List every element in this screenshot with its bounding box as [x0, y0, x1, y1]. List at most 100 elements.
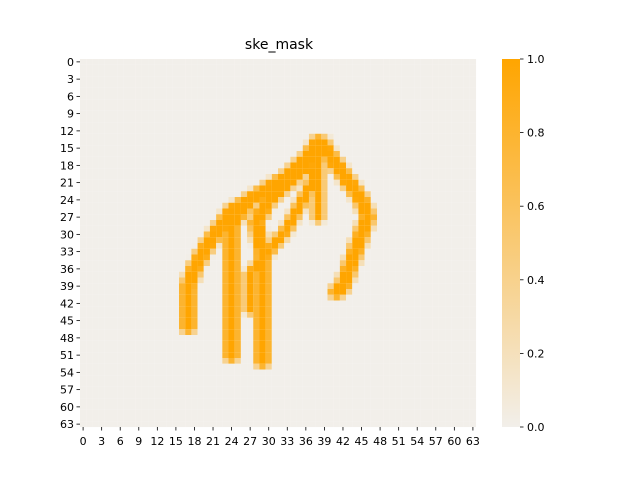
heatmap-cell	[234, 312, 241, 318]
heatmap-cell	[148, 409, 155, 416]
heatmap-cell	[166, 260, 173, 267]
heatmap-cell	[432, 404, 439, 410]
heatmap-cell	[426, 202, 433, 209]
heatmap-cell	[197, 133, 204, 140]
heatmap-cell	[172, 87, 180, 94]
heatmap-cell	[438, 110, 446, 117]
heatmap-cell	[469, 185, 477, 192]
heatmap-cell	[154, 369, 161, 376]
heatmap-cell	[203, 306, 210, 313]
heatmap-cell	[315, 277, 322, 284]
heatmap-cell	[92, 214, 99, 221]
heatmap-cell	[432, 317, 439, 324]
heatmap-cell	[389, 191, 396, 198]
heatmap-cell	[240, 133, 248, 140]
heatmap-cell	[135, 375, 142, 382]
heatmap-cell	[197, 289, 204, 295]
heatmap-cell	[247, 317, 254, 324]
heatmap-cell	[185, 283, 192, 290]
heatmap-cell	[265, 300, 272, 307]
heatmap-cell	[185, 248, 192, 255]
heatmap-cell	[364, 243, 371, 249]
heatmap-cell	[414, 82, 421, 88]
heatmap-cell	[265, 99, 272, 106]
heatmap-cell	[80, 82, 87, 88]
heatmap-cell	[104, 231, 111, 238]
heatmap-cell	[290, 340, 297, 347]
heatmap-cell	[290, 381, 297, 387]
heatmap-cell	[451, 110, 458, 117]
heatmap-cell	[296, 99, 303, 106]
heatmap-cell	[104, 87, 111, 94]
heatmap-cell	[383, 271, 390, 278]
heatmap-cell	[315, 139, 322, 146]
heatmap-cell	[86, 179, 93, 186]
heatmap-cell	[234, 335, 241, 341]
heatmap-cell	[247, 220, 254, 226]
heatmap-cell	[141, 145, 149, 152]
heatmap-cell	[110, 381, 118, 387]
heatmap-cell	[420, 398, 427, 405]
heatmap-cell	[284, 260, 291, 267]
heatmap-cell	[414, 116, 421, 123]
heatmap-cell	[438, 421, 446, 428]
heatmap-cell	[228, 271, 235, 278]
heatmap-cell	[284, 122, 291, 129]
heatmap-cell	[358, 128, 365, 134]
heatmap-cell	[271, 59, 279, 65]
heatmap-cell	[141, 168, 149, 175]
heatmap-cell	[315, 179, 322, 186]
heatmap-cell	[172, 197, 180, 203]
heatmap-cell	[191, 381, 198, 387]
heatmap-cell	[346, 312, 353, 318]
heatmap-cell	[364, 271, 371, 278]
heatmap-cell	[216, 185, 223, 192]
heatmap-cell	[302, 300, 309, 307]
heatmap-cell	[271, 352, 279, 359]
heatmap-cell	[364, 409, 371, 416]
heatmap-cell	[327, 87, 334, 94]
heatmap-cell	[92, 421, 99, 428]
heatmap-cell	[259, 122, 266, 129]
heatmap-cell	[253, 105, 260, 111]
heatmap-cell	[129, 358, 136, 364]
heatmap-cell	[364, 312, 371, 318]
heatmap-cell	[104, 306, 111, 313]
heatmap-cell	[395, 243, 402, 249]
heatmap-cell	[358, 260, 365, 267]
heatmap-cell	[154, 317, 161, 324]
heatmap-cell	[284, 352, 291, 359]
heatmap-cell	[420, 208, 427, 215]
heatmap-cell	[234, 392, 241, 399]
heatmap-cell	[240, 197, 248, 203]
heatmap-cell	[445, 122, 452, 129]
heatmap-cell	[451, 306, 458, 313]
heatmap-cell	[284, 116, 291, 123]
heatmap-cell	[327, 179, 334, 186]
heatmap-cell	[197, 162, 204, 169]
heatmap-cell	[445, 266, 452, 272]
heatmap-cell	[123, 145, 130, 152]
heatmap-cell	[240, 168, 248, 175]
heatmap-cell	[358, 174, 365, 180]
heatmap-cell	[469, 162, 477, 169]
heatmap-cell	[401, 266, 408, 272]
heatmap-cell	[358, 277, 365, 284]
heatmap-cell	[401, 237, 408, 244]
heatmap-cell	[451, 415, 458, 422]
heatmap-cell	[240, 375, 248, 382]
heatmap-cell	[129, 122, 136, 129]
heatmap-cell	[92, 105, 99, 111]
heatmap-cell	[216, 225, 223, 232]
heatmap-cell	[247, 151, 254, 157]
heatmap-cell	[284, 156, 291, 163]
heatmap-cell	[141, 70, 149, 77]
heatmap-cell	[110, 168, 118, 175]
heatmap-cell	[234, 243, 241, 249]
heatmap-cell	[203, 237, 210, 244]
heatmap-cell	[203, 335, 210, 341]
heatmap-cell	[389, 128, 396, 134]
heatmap-cell	[110, 231, 118, 238]
heatmap-cell	[92, 208, 99, 215]
heatmap-cell	[370, 352, 378, 359]
